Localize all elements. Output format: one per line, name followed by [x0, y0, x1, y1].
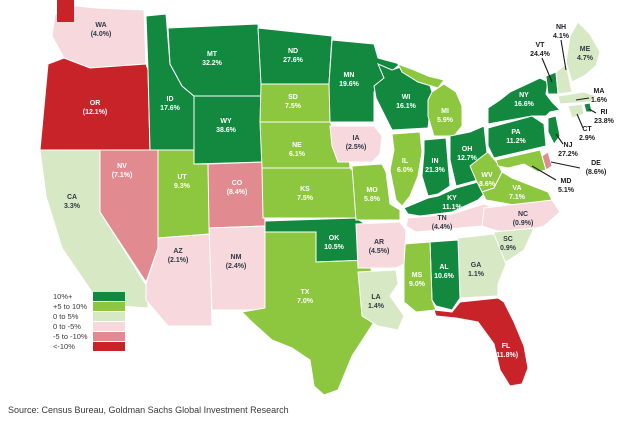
- state-la: [357, 269, 405, 331]
- legend-label-1: +5 to 10%: [53, 302, 87, 311]
- state-mi: [427, 83, 463, 137]
- state-ct: [567, 103, 585, 119]
- state-ar: [355, 221, 407, 269]
- legend: 10%+ +5 to 10% 0 to 5% 0 to -5% -5 to -1…: [53, 292, 125, 351]
- state-co: [207, 161, 266, 229]
- leader-vt: [541, 57, 553, 83]
- leader-md: [531, 165, 557, 181]
- legend-swatch-1: [93, 302, 125, 311]
- state-nj: [547, 115, 561, 145]
- legend-label-0: 10%+: [53, 292, 73, 301]
- source-note: Source: Census Bureau, Goldman Sachs Glo…: [8, 405, 289, 415]
- leader-nh: [560, 39, 567, 71]
- legend-swatch-2: [93, 312, 125, 321]
- leader-ct: [576, 113, 584, 129]
- state-me: [565, 21, 601, 83]
- state-nm: [208, 225, 266, 311]
- state-label-md: MD 5.1%: [558, 178, 575, 194]
- state-label-de: DE (8.6%): [586, 160, 607, 176]
- state-al: [429, 239, 461, 311]
- state-in: [421, 137, 451, 197]
- state-ny: [487, 77, 562, 125]
- leader-ri: [588, 108, 597, 114]
- state-sd: [259, 83, 333, 123]
- legend-label-2: 0 to 5%: [53, 312, 79, 321]
- state-or: [39, 57, 151, 151]
- state-label-ct: CT 2.9%: [579, 126, 596, 142]
- state-ma: [557, 91, 597, 105]
- state-ks: [261, 167, 357, 219]
- state-nh: [555, 63, 573, 95]
- state-mt: [167, 23, 263, 97]
- legend-swatch-3: [93, 322, 125, 331]
- state-il: [389, 131, 423, 207]
- state-ia: [329, 125, 383, 163]
- legend-label-4: -5 to -10%: [53, 332, 88, 341]
- state-label-nj: NJ 27.2%: [558, 142, 579, 158]
- state-label-nh: NH 4.1%: [553, 24, 570, 40]
- callout-leader-lines: [531, 39, 597, 181]
- state-fl: [433, 297, 529, 387]
- state-wy: [193, 95, 265, 165]
- state-mi-up: [396, 63, 445, 89]
- state-va: [481, 171, 553, 207]
- legend-label-3: 0 to -5%: [53, 322, 81, 331]
- red-shape: [57, 0, 74, 22]
- legend-label-5: <-10%: [53, 342, 75, 351]
- leader-de: [550, 161, 581, 169]
- legend-swatch-5: [93, 342, 125, 351]
- state-nd: [257, 27, 333, 85]
- state-mo: [351, 163, 401, 221]
- state-label-vt: VT 24.4%: [530, 42, 551, 58]
- legend-swatch-0: [93, 292, 125, 301]
- legend-swatch-4: [93, 332, 125, 341]
- leader-nj: [555, 133, 564, 145]
- leader-ma: [575, 97, 590, 101]
- state-label-ri: RI 23.8%: [594, 109, 615, 125]
